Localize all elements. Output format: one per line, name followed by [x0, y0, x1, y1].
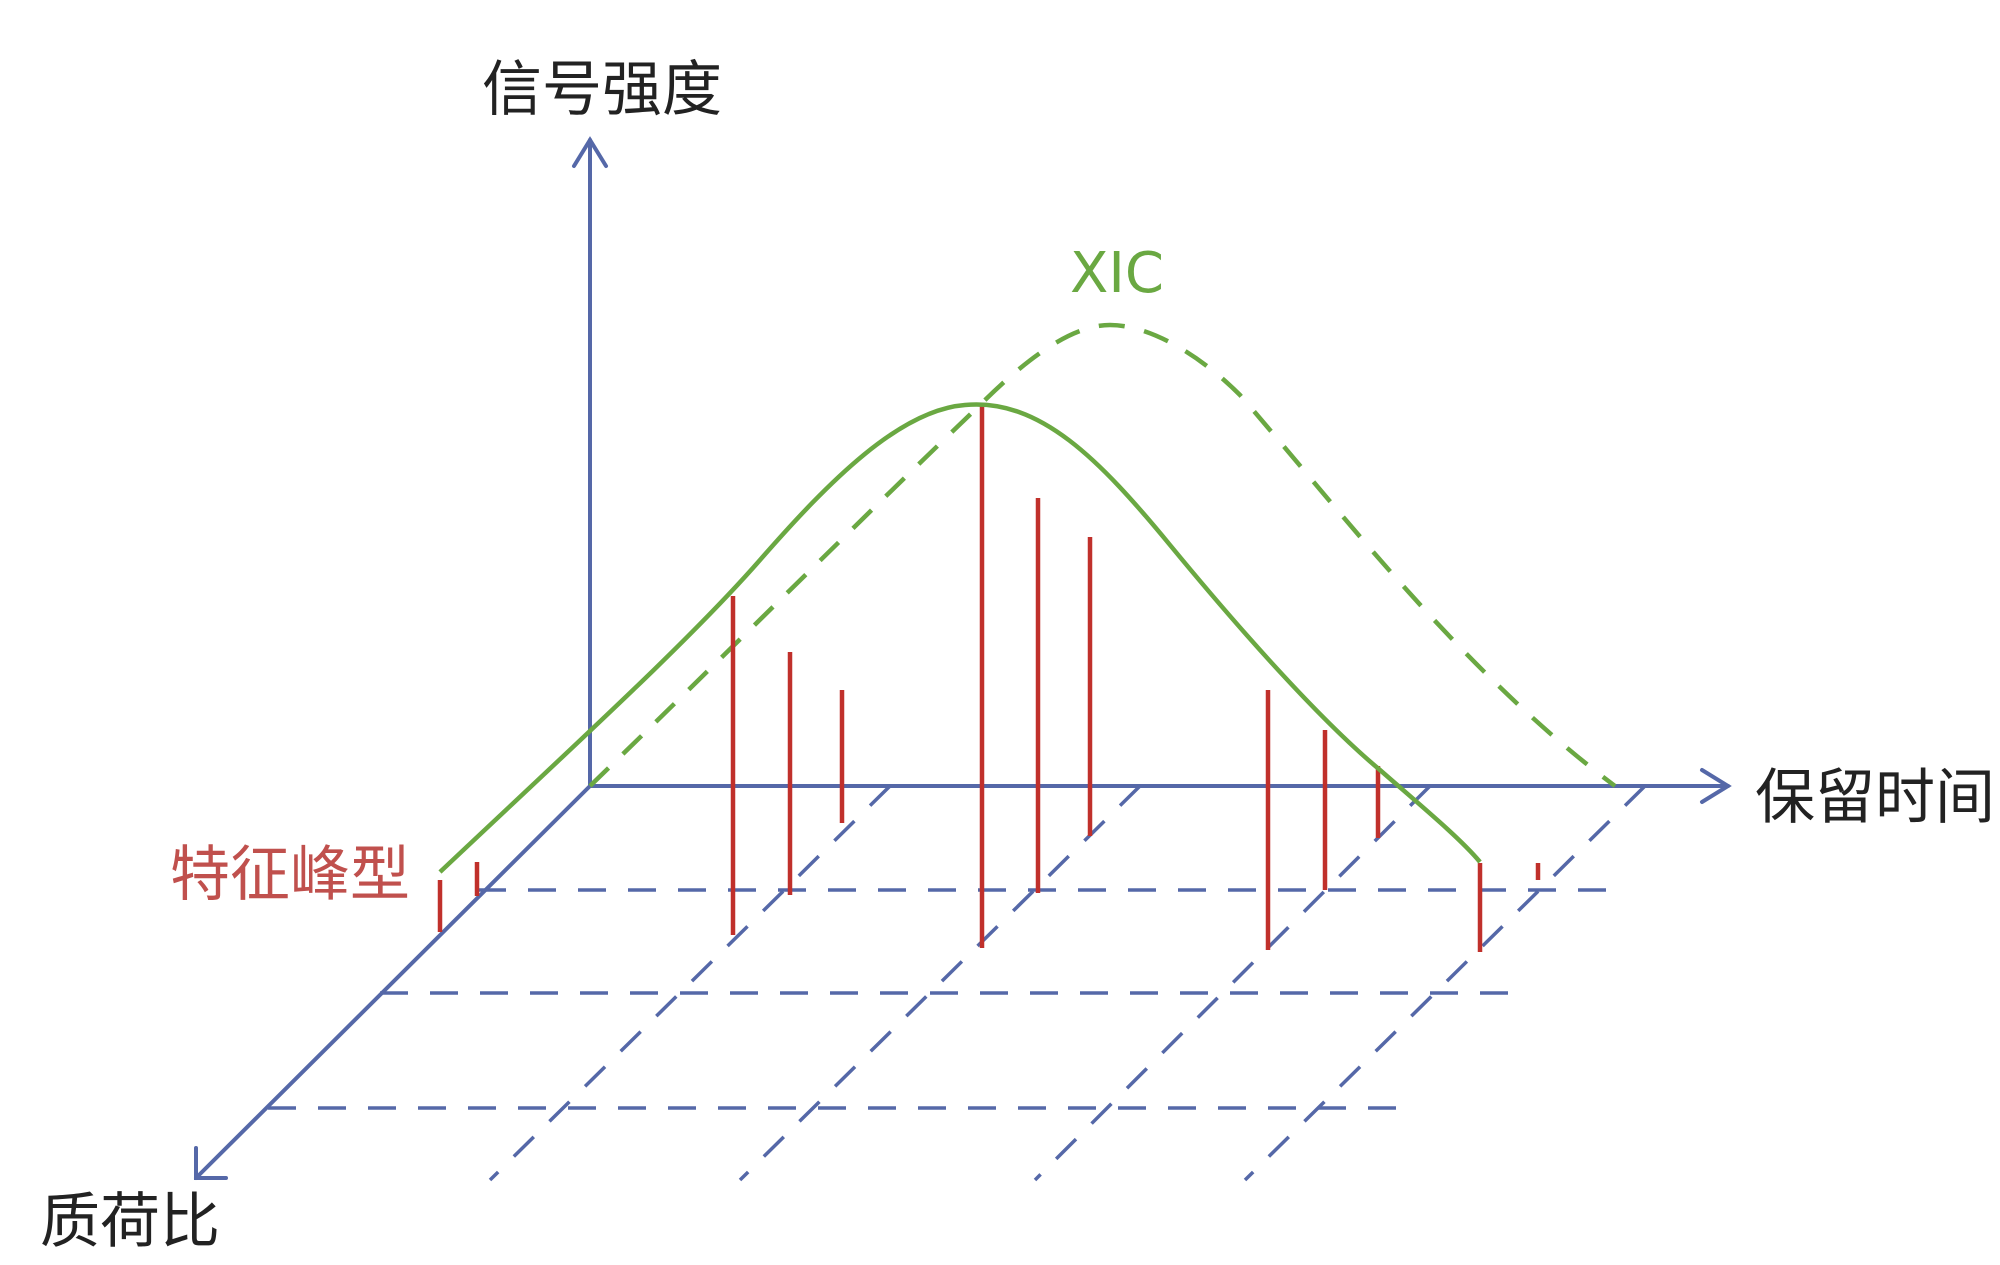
intensity-axis-arrowhead [572, 136, 608, 168]
retention-time-axis-arrowhead [1700, 768, 1732, 804]
feature-peaks [437, 405, 1541, 952]
retention-time-axis-label: 保留时间 [1755, 763, 1995, 833]
xic-label: XIC [1070, 241, 1164, 306]
grid-depth-line-1 [488, 784, 892, 1182]
mz-axis [194, 784, 592, 1180]
axes [194, 136, 1732, 1180]
mz-axis-arrowhead [194, 1146, 228, 1180]
floor-grid [268, 784, 1647, 1182]
grid-depth-line-2 [738, 784, 1142, 1182]
xic-curve [438, 402, 1482, 874]
feature-peak-label: 特征峰型 [170, 840, 410, 910]
xic-dashed-projection-curve [588, 322, 1617, 788]
intensity-axis-label: 信号强度 [482, 55, 722, 125]
mz-axis-label: 质荷比 [40, 1187, 220, 1257]
grid-depth-line-3 [1033, 784, 1432, 1182]
grid-depth-line-4 [1243, 784, 1647, 1182]
